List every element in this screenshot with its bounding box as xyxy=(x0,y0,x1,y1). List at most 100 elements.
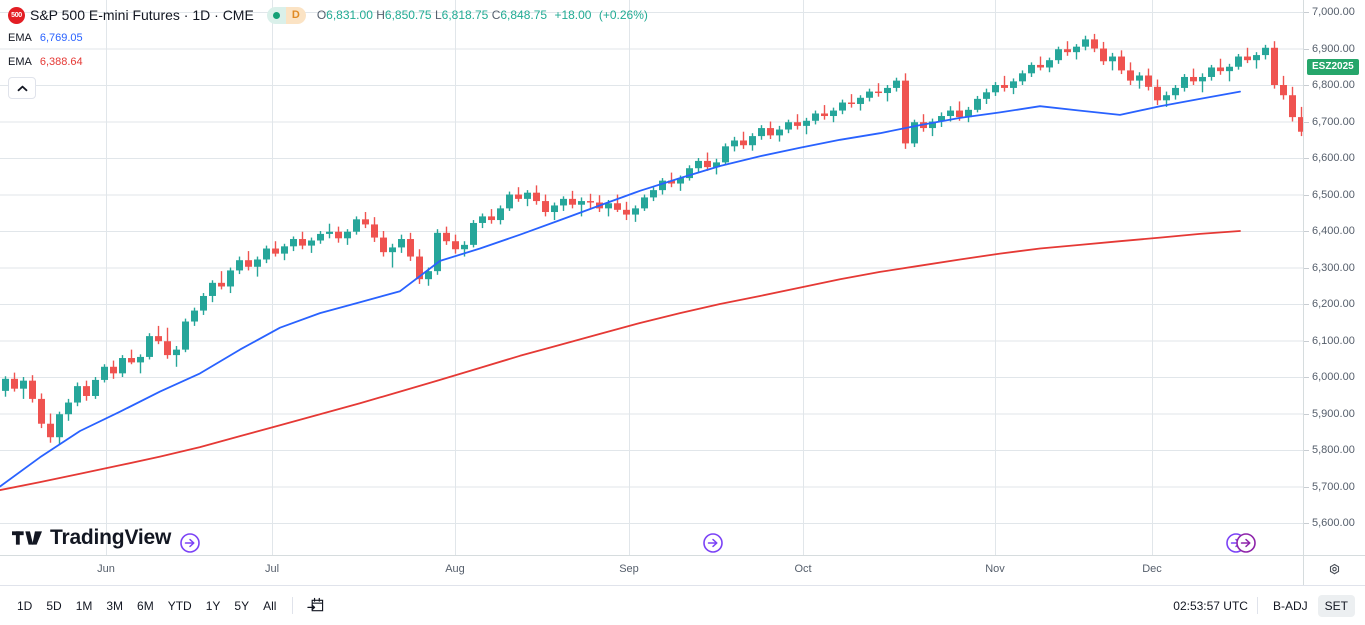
bottom-toolbar: 1D 5D 1M 3M 6M YTD 1Y 5Y All 02:53:57 UTC B-ADJ … xyxy=(0,585,1365,625)
candle xyxy=(353,216,360,235)
goto-date-button[interactable] xyxy=(302,594,329,617)
chevron-up-icon xyxy=(17,85,27,91)
candle xyxy=(767,121,774,140)
candle xyxy=(650,187,657,202)
candle-body xyxy=(1118,56,1125,71)
tradingview-logo[interactable]: TradingView xyxy=(12,526,171,550)
candle-body xyxy=(452,241,459,250)
candle xyxy=(749,133,756,151)
candle-body xyxy=(722,146,729,163)
high-value: 6,850.75 xyxy=(384,8,432,22)
time-tick-label: Jun xyxy=(97,563,115,575)
candle xyxy=(893,77,900,92)
range-button-3m[interactable]: 3M xyxy=(106,598,124,613)
candle-body xyxy=(578,201,585,205)
low-label: L xyxy=(434,8,442,22)
candle xyxy=(452,234,459,254)
candle xyxy=(641,194,648,211)
candle xyxy=(1172,85,1179,100)
candle-body xyxy=(1271,47,1278,85)
event-marker[interactable] xyxy=(1235,532,1257,559)
session-clock[interactable]: 02:53:57 UTC xyxy=(1173,598,1248,613)
candle-body xyxy=(1136,75,1143,81)
candle xyxy=(1109,52,1116,71)
candle xyxy=(1226,63,1233,82)
candle xyxy=(38,393,45,429)
price-tick-label: 6,000.00 xyxy=(1312,371,1355,383)
range-button-all[interactable]: All xyxy=(263,598,277,613)
candle xyxy=(497,205,504,225)
candle-body xyxy=(1172,87,1179,96)
candle xyxy=(407,232,414,261)
price-tick-label: 6,100.00 xyxy=(1312,334,1355,347)
candle xyxy=(560,196,567,211)
price-tick-mark xyxy=(1304,231,1309,232)
candle-body xyxy=(173,349,180,356)
candle xyxy=(983,88,990,104)
candle xyxy=(1271,41,1278,89)
candle-body xyxy=(704,160,711,168)
price-tick-label: 5,800.00 xyxy=(1312,444,1355,456)
candle xyxy=(1190,68,1197,85)
legend-indicator-ema-fast[interactable]: EMA 6,769.05 xyxy=(8,26,648,50)
candle xyxy=(209,280,216,303)
change-percent: (+0.26%) xyxy=(598,8,648,22)
candle-body xyxy=(740,140,747,146)
range-button-5y[interactable]: 5Y xyxy=(234,598,250,613)
candle-body xyxy=(164,341,171,356)
event-marker[interactable] xyxy=(702,532,724,559)
candle-body xyxy=(1163,95,1170,101)
range-button-5d[interactable]: 5D xyxy=(46,598,62,613)
candle-body xyxy=(560,198,567,206)
candle-body xyxy=(929,121,936,129)
open-value: 6,831.00 xyxy=(326,8,373,22)
price-tick-label: 6,800.00 xyxy=(1312,79,1355,91)
candle xyxy=(1064,41,1071,56)
price-axis[interactable]: 7,000.00 6,900.00 6,800.00 6,700.00 6,600.00… xyxy=(1303,0,1365,555)
price-tick-mark xyxy=(1304,267,1309,269)
candle xyxy=(839,99,846,115)
chart-legend: 500 S&P 500 E-mini Futures · 1D · CME D … xyxy=(8,4,648,99)
candle xyxy=(191,307,198,326)
candle-body xyxy=(425,271,432,280)
interval-badge[interactable]: D xyxy=(266,6,306,24)
candle xyxy=(731,136,738,152)
settings-set-button[interactable]: SET xyxy=(1317,594,1355,617)
range-button-ytd[interactable]: YTD xyxy=(167,598,192,613)
candle-body xyxy=(587,201,594,203)
range-button-1m[interactable]: 1M xyxy=(75,598,93,613)
candle xyxy=(542,194,549,217)
candle xyxy=(596,195,603,213)
candle-body xyxy=(902,80,909,144)
candle xyxy=(1136,72,1143,89)
price-tick-mark xyxy=(1304,523,1309,524)
candle xyxy=(1055,46,1062,64)
candle-body xyxy=(983,92,990,99)
candle-body xyxy=(245,260,252,267)
chart-plot-area[interactable] xyxy=(0,0,1303,555)
candle-body xyxy=(470,222,477,245)
crosshair-target-icon xyxy=(1329,563,1340,575)
range-button-6m[interactable]: 6M xyxy=(137,598,154,613)
range-button-1y[interactable]: 1Y xyxy=(205,598,221,613)
legend-indicator-ema-slow[interactable]: EMA 6,388.64 xyxy=(8,50,648,74)
range-button-1d[interactable]: 1D xyxy=(17,598,33,613)
symbol-title[interactable]: S&P 500 E-mini Futures · 1D · CME xyxy=(30,7,254,23)
price-tick-label: 7,000.00 xyxy=(1312,6,1355,18)
event-marker[interactable] xyxy=(179,532,201,559)
toolbar-divider xyxy=(292,597,294,614)
candle-body xyxy=(209,282,216,296)
back-adjustment-button[interactable]: B-ADJ xyxy=(1272,598,1308,613)
legend-collapse-button[interactable] xyxy=(8,77,36,99)
candle xyxy=(1010,78,1017,95)
candle-body xyxy=(677,178,684,184)
candle-body xyxy=(686,168,693,179)
legend-symbol-row[interactable]: 500 S&P 500 E-mini Futures · 1D · CME D … xyxy=(8,4,648,26)
tradingview-wordmark: TradingView xyxy=(50,526,172,549)
candle xyxy=(1289,86,1296,122)
crosshair-mode-button[interactable] xyxy=(1303,555,1365,585)
time-axis[interactable]: Jun Jul Aug Sep Oct Nov Dec xyxy=(0,555,1303,585)
candle-body xyxy=(1019,73,1026,82)
candle xyxy=(101,364,108,383)
ema-fast-line xyxy=(0,90,1241,488)
